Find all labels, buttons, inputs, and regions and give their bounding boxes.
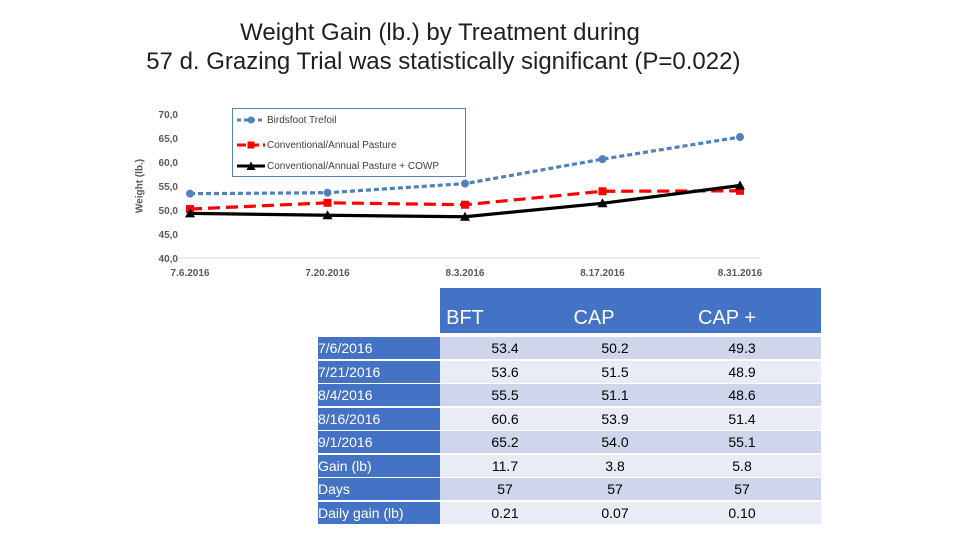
table-cell: 54.0 xyxy=(601,434,629,450)
table-cell: 51.5 xyxy=(601,364,629,380)
table-row xyxy=(440,384,821,406)
table-row-label: Gain (lb) xyxy=(318,458,372,474)
title-line-1: Weight Gain (lb.) by Treatment during xyxy=(240,19,640,46)
data-point xyxy=(460,211,470,221)
table-cell: 65.2 xyxy=(491,434,519,450)
data-point xyxy=(323,198,332,207)
y-tick-label: 65,0 xyxy=(159,134,179,145)
table-cell: 60.6 xyxy=(491,411,519,427)
table-row xyxy=(440,502,821,524)
y-tick-label: 60,0 xyxy=(159,158,179,169)
x-tick-label: 7.20.2016 xyxy=(305,268,350,279)
table-row-label: Days xyxy=(318,481,350,497)
data-point xyxy=(598,187,607,196)
legend-label-cap-cowp: Conventional/Annual Pasture + COWP xyxy=(267,160,440,172)
table-row-label-cell xyxy=(318,337,440,359)
y-tick-label: 55,0 xyxy=(159,182,179,193)
y-tick-label: 45,0 xyxy=(159,230,179,241)
y-tick-label: 50,0 xyxy=(159,206,179,217)
table-cell: 0.21 xyxy=(491,505,519,521)
table-cell: 51.1 xyxy=(601,387,629,403)
y-tick-label: 40,0 xyxy=(159,254,179,265)
x-tick-label: 8.31.2016 xyxy=(718,268,763,279)
legend-item-cap: Conventional/Annual Pasture xyxy=(235,138,397,152)
data-point xyxy=(461,200,469,209)
table-row xyxy=(440,455,821,477)
table-header-cap: CAP xyxy=(573,307,615,329)
x-tick-label: 8.17.2016 xyxy=(580,268,625,279)
table-row-label: 7/21/2016 xyxy=(318,364,381,380)
chart-legend: Birdsfoot Trefoil Conventional/Annual Pa… xyxy=(232,108,466,177)
table-row-label: Daily gain (lb) xyxy=(318,505,404,521)
table-cell: 48.6 xyxy=(728,387,756,403)
legend-swatch-cap xyxy=(237,141,265,149)
table-cell: 51.4 xyxy=(728,411,756,427)
table-cell: 5.8 xyxy=(732,458,752,474)
table-row xyxy=(440,337,821,359)
table-cell: 57 xyxy=(497,481,513,497)
table-cell: 50.2 xyxy=(601,340,629,356)
table-row-label: 8/4/2016 xyxy=(318,387,373,403)
table-row xyxy=(440,408,821,430)
data-point xyxy=(461,179,469,188)
data-point xyxy=(322,210,333,220)
table-row-label-cell xyxy=(318,455,440,477)
table-cell: 0.10 xyxy=(728,505,756,521)
table-header-bft: BFT xyxy=(446,307,484,329)
table-cell: 53.9 xyxy=(601,411,629,427)
table-cell: 57 xyxy=(607,481,623,497)
table-cell: 55.5 xyxy=(491,387,519,403)
table-row-label-cell xyxy=(318,384,440,406)
slide-title: Weight Gain (lb.) by Treatment during 57… xyxy=(0,18,880,76)
legend-label-bft: Birdsfoot Trefoil xyxy=(267,114,337,126)
table-row-label-cell xyxy=(318,478,440,500)
title-line-2: 57 d. Grazing Trial was statistically si… xyxy=(139,48,741,75)
data-point xyxy=(736,133,744,142)
table-row-label-cell xyxy=(318,408,440,430)
table-cell: 55.1 xyxy=(728,434,756,450)
table-row xyxy=(440,478,821,500)
table-cell: 48.9 xyxy=(728,364,756,380)
legend-swatch-bft xyxy=(237,116,265,124)
table-row xyxy=(440,361,821,383)
legend-item-bft: Birdsfoot Trefoil xyxy=(235,113,336,127)
legend-swatch-cap-cowp xyxy=(237,161,265,170)
data-point xyxy=(597,198,608,208)
table-row-label: 7/6/2016 xyxy=(318,340,373,356)
table-cell: 3.8 xyxy=(605,458,625,474)
data-point xyxy=(735,180,745,190)
legend-label-cap: Conventional/Annual Pasture xyxy=(267,139,397,151)
table-row-label-cell xyxy=(318,431,440,453)
data-point xyxy=(185,208,195,218)
table-row-label-cell xyxy=(318,502,440,524)
table-cell: 53.6 xyxy=(491,364,519,380)
table-row-label-cell xyxy=(318,361,440,383)
table-header-row xyxy=(440,288,821,333)
x-tick-label: 7.6.2016 xyxy=(171,268,210,279)
data-point xyxy=(736,186,744,195)
table-row-label: 9/1/2016 xyxy=(318,434,373,450)
y-axis-title: Weight (lb.) xyxy=(134,158,146,214)
table-cell: 57 xyxy=(734,481,750,497)
data-point xyxy=(598,155,607,164)
table-cell: 11.7 xyxy=(491,458,519,474)
y-tick-label: 70,0 xyxy=(159,110,179,121)
data-point xyxy=(323,188,332,197)
table-row xyxy=(440,431,821,453)
table-cell: 49.3 xyxy=(728,340,756,356)
data-point xyxy=(186,189,194,198)
table-row-label: 8/16/2016 xyxy=(318,411,381,427)
table-cell: 0.07 xyxy=(601,505,629,521)
legend-item-cap-cowp: Conventional/Annual Pasture + COWP xyxy=(235,159,439,173)
x-tick-label: 8.3.2016 xyxy=(446,268,485,279)
table-cell: 53.4 xyxy=(491,340,519,356)
